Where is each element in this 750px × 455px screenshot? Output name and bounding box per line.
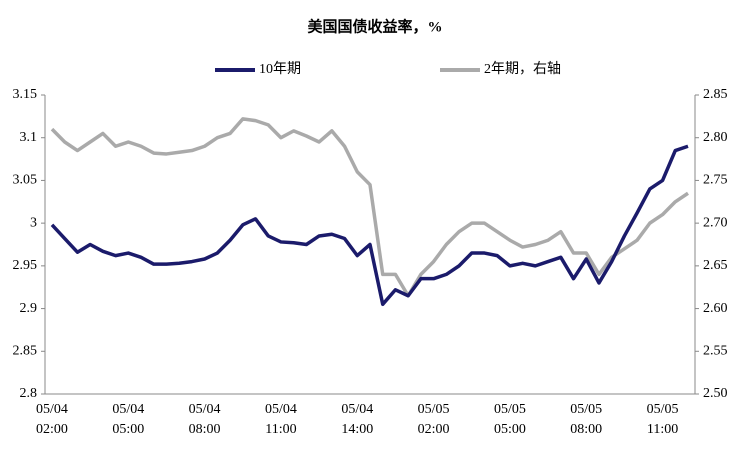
x-tick-label: 05/05 08:00 [570,402,603,437]
x-tick-label: 05/05 11:00 [646,402,679,437]
x-tick-label: 05/05 02:00 [417,402,450,437]
y-tick-label: 2.95 [13,258,38,273]
y-tick-label: 2.85 [13,344,38,359]
y2-tick-label: 2.85 [703,87,728,102]
x-tick-label: 05/04 08:00 [188,402,221,437]
y2-tick-label: 2.70 [703,215,728,230]
y-tick-label: 3.05 [13,173,38,188]
chart-title: 美国国债收益率，% [307,17,442,35]
y2-tick-label: 2.65 [703,258,728,273]
legend-label: 2年期，右轴 [484,61,561,77]
y-tick-label: 2.8 [20,386,38,401]
series-line [50,117,689,298]
y2-tick-label: 2.60 [703,301,728,316]
y2-tick-label: 2.80 [703,130,728,145]
x-tick-label: 05/04 02:00 [36,402,68,437]
y2-tick-label: 2.50 [703,386,728,401]
x-tick-label: 05/04 05:00 [112,402,145,437]
y-tick-label: 3.15 [13,87,38,102]
y-tick-label: 3.1 [20,130,38,145]
y-tick-label: 3 [30,215,37,230]
legend-label: 10年期 [259,61,301,77]
x-tick-label: 05/04 14:00 [341,402,374,437]
x-tick-label: 05/04 11:00 [265,402,297,437]
y2-tick-label: 2.55 [703,344,728,359]
y-tick-label: 2.9 [20,301,38,316]
series-line [50,144,689,307]
y2-tick-label: 2.75 [703,173,728,188]
x-tick-label: 05/05 05:00 [493,402,526,437]
